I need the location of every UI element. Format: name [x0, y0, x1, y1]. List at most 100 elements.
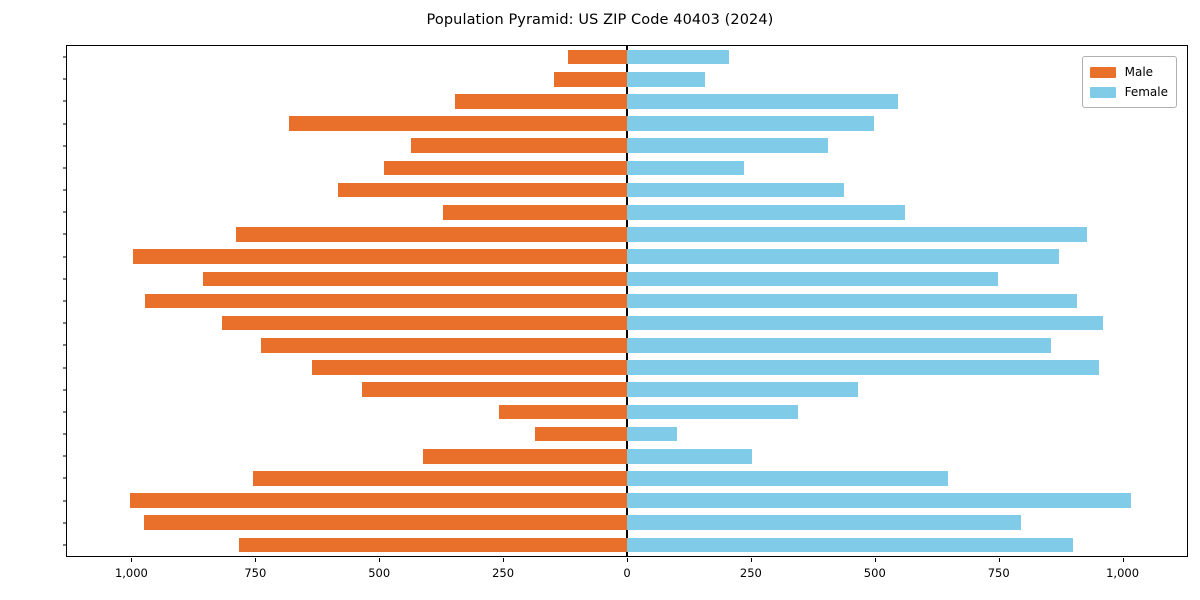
bar-male: [534, 426, 627, 442]
bar-male: [455, 94, 627, 109]
pyramid-row: [67, 227, 1187, 242]
x-axis-tick-label: 250: [492, 566, 515, 580]
pyramid-row: [67, 271, 1187, 287]
x-axis-tick-label: 1,000: [1106, 566, 1140, 580]
chart-legend: Male Female: [1081, 56, 1177, 108]
bar-male: [261, 338, 627, 353]
pyramid-row: [67, 537, 1187, 553]
x-axis-tick-label: 0: [623, 566, 631, 580]
bar-male: [238, 537, 627, 553]
bar-female: [627, 227, 1087, 242]
bar-female: [627, 426, 677, 442]
x-axis-tick-label: 500: [368, 566, 391, 580]
legend-swatch-male: [1089, 66, 1116, 78]
pyramid-row: [67, 182, 1187, 198]
bar-male: [568, 49, 627, 65]
bar-male: [133, 249, 627, 264]
pyramid-row: [67, 360, 1187, 375]
bar-female: [627, 537, 1074, 553]
pyramid-row: [67, 404, 1187, 420]
bar-female: [627, 49, 730, 65]
pyramid-row: [67, 94, 1187, 109]
y-axis-tick-mark: [63, 167, 67, 169]
y-axis-tick-mark: [63, 145, 67, 147]
y-axis-tick-mark: [63, 300, 67, 302]
bar-male: [362, 382, 627, 397]
legend-swatch-female: [1089, 86, 1116, 98]
x-axis-tick-label: 500: [863, 566, 886, 580]
x-axis-tick-mark: [1122, 558, 1124, 562]
bar-female: [627, 71, 705, 87]
y-axis-tick-mark: [63, 522, 67, 524]
bar-female: [627, 471, 949, 486]
y-axis-tick-mark: [63, 322, 67, 324]
bar-female: [627, 293, 1078, 309]
bar-male: [499, 404, 627, 420]
y-axis-tick-mark: [63, 123, 67, 125]
bar-female: [627, 271, 998, 287]
bar-male: [338, 182, 627, 198]
y-axis-tick-mark: [63, 367, 67, 369]
y-axis-tick-mark: [63, 455, 67, 457]
y-axis-tick-mark: [63, 211, 67, 213]
legend-item-male: Male: [1089, 62, 1168, 82]
bar-male: [442, 204, 627, 220]
y-axis-tick-mark: [63, 100, 67, 102]
zero-axis-line: [626, 46, 628, 556]
plot-inner: [67, 46, 1187, 556]
bar-female: [627, 493, 1131, 508]
bar-female: [627, 182, 845, 198]
pyramid-row: [67, 515, 1187, 531]
y-axis-tick-mark: [63, 189, 67, 191]
y-axis-tick-mark: [63, 278, 67, 280]
legend-label-male: Male: [1124, 65, 1154, 79]
y-axis-tick-mark: [63, 256, 67, 258]
pyramid-row: [67, 471, 1187, 486]
pyramid-row: [67, 160, 1187, 176]
bar-female: [627, 404, 798, 420]
x-axis-tick-label: 1,000: [114, 566, 148, 580]
legend-label-female: Female: [1124, 85, 1168, 99]
pyramid-row: [67, 71, 1187, 87]
bar-female: [627, 249, 1059, 264]
x-axis-tick-label: 750: [244, 566, 267, 580]
x-axis-tick-mark: [750, 558, 752, 562]
x-axis-tick-mark: [255, 558, 257, 562]
bar-female: [627, 515, 1021, 531]
bar-male: [384, 160, 627, 176]
pyramid-row: [67, 116, 1187, 131]
x-axis-tick-label: 750: [987, 566, 1010, 580]
bar-male: [410, 138, 627, 154]
y-axis-tick-mark: [63, 344, 67, 346]
plot-area: Under 55-910-1415-1718-19202122-2425-293…: [63, 45, 1188, 580]
pyramid-row: [67, 426, 1187, 442]
bar-male: [129, 493, 627, 508]
bar-female: [627, 116, 874, 131]
y-axis-tick-mark: [63, 233, 67, 235]
x-axis-tick-mark: [627, 558, 628, 562]
legend-item-female: Female: [1089, 82, 1168, 102]
bar-female: [627, 448, 752, 464]
bar-female: [627, 338, 1051, 353]
bar-female: [627, 94, 898, 109]
x-axis-tick-label: 250: [739, 566, 762, 580]
bar-male: [312, 360, 627, 375]
pyramid-row: [67, 382, 1187, 397]
bar-male: [144, 515, 627, 531]
bar-female: [627, 204, 906, 220]
bar-female: [627, 360, 1099, 375]
bar-male: [252, 471, 627, 486]
bar-male: [222, 315, 627, 331]
pyramid-row: [67, 249, 1187, 264]
bar-male: [423, 448, 627, 464]
pyramid-row: [67, 204, 1187, 220]
y-axis-tick-mark: [63, 411, 67, 413]
y-axis-tick-mark: [63, 500, 67, 502]
y-axis-tick-mark: [63, 78, 67, 80]
x-axis-tick-mark: [503, 558, 505, 562]
y-axis-tick-mark: [63, 389, 67, 391]
pyramid-row: [67, 448, 1187, 464]
bar-male: [145, 293, 627, 309]
pyramid-row: [67, 138, 1187, 154]
